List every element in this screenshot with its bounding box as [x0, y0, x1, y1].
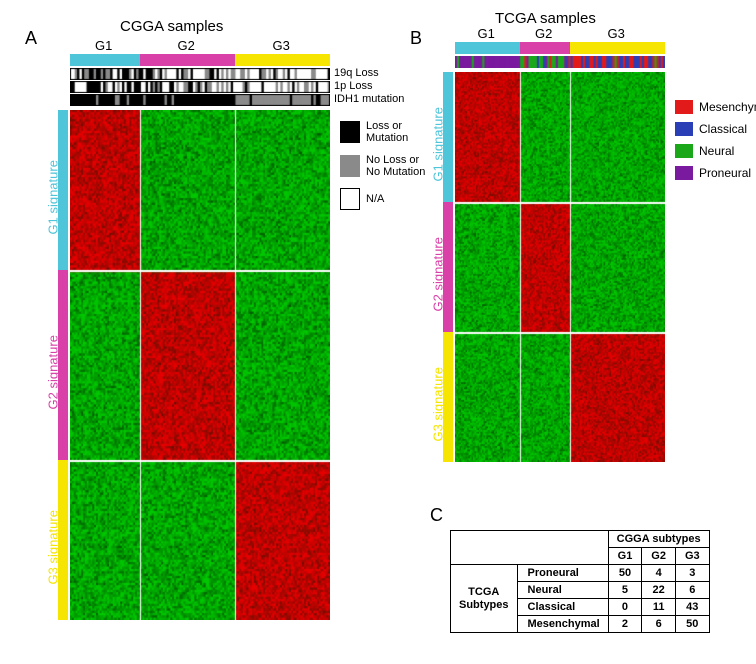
- legend-swatch: [340, 121, 360, 143]
- signature-label: G2 signature: [46, 320, 61, 410]
- table-col-label: G1: [608, 548, 642, 565]
- group-label: G1: [95, 38, 112, 53]
- panel-b-heatmap: [455, 72, 665, 462]
- legend-swatch: [675, 144, 693, 158]
- annotation-label: IDH1 mutation: [334, 93, 404, 105]
- panel-a-signature-bar: G1 signatureG2 signatureG3 signature: [58, 110, 68, 620]
- table-col-label: G3: [675, 548, 709, 565]
- table-cell: 11: [642, 599, 676, 616]
- signature-label: G1 signature: [46, 145, 61, 235]
- panel-b-subtype-legend: Mesenchymal Classical Neural Proneural: [675, 100, 756, 188]
- panel-a-title: CGGA samples: [120, 18, 223, 35]
- legend-item: Classical: [675, 122, 756, 136]
- signature-label: G3 signature: [431, 352, 446, 442]
- signature-label: G2 signature: [431, 222, 446, 312]
- annotation-row: [70, 81, 330, 93]
- panel-b-title: TCGA samples: [495, 10, 596, 27]
- table-row-group: TCGASubtypes: [451, 565, 518, 633]
- group-label: G1: [478, 26, 495, 41]
- group-label: G3: [608, 26, 625, 41]
- legend-label: Proneural: [699, 166, 751, 180]
- panel-a-annotation-legend: Loss or Mutation No Loss or No Mutation N/…: [340, 120, 426, 220]
- legend-swatch: [675, 122, 693, 136]
- group-label: G2: [535, 26, 552, 41]
- figure-container: A CGGA samples G1G2G3 19q Loss1p LossIDH…: [10, 10, 746, 654]
- group-segment: [520, 42, 570, 54]
- table-cell: 50: [608, 565, 642, 582]
- table-cell: 43: [675, 599, 709, 616]
- annotation-label: 1p Loss: [334, 80, 373, 92]
- table-row-label: Neural: [517, 582, 608, 599]
- group-segment: [140, 54, 235, 66]
- panel-c-label: C: [430, 505, 443, 526]
- legend-item: Mesenchymal: [675, 100, 756, 114]
- table-cell: 0: [608, 599, 642, 616]
- table-header-group: CGGA subtypes: [608, 531, 709, 548]
- annotation-label: 19q Loss: [334, 67, 379, 79]
- legend-label: No Loss or No Mutation: [366, 154, 426, 178]
- panel-b-label: B: [410, 28, 422, 49]
- annotation-row: [70, 94, 330, 106]
- table-cell: 2: [608, 616, 642, 633]
- group-label: G2: [178, 38, 195, 53]
- legend-swatch: [675, 100, 693, 114]
- panel-a-group-bar: G1G2G3: [70, 54, 330, 66]
- legend-label: Neural: [699, 144, 734, 158]
- table-row: TCGASubtypesProneural5043: [451, 565, 710, 582]
- table-cell: 3: [675, 565, 709, 582]
- legend-item: Neural: [675, 144, 756, 158]
- legend-item: Proneural: [675, 166, 756, 180]
- legend-swatch: [340, 155, 360, 177]
- group-segment: [70, 54, 140, 66]
- signature-label: G1 signature: [431, 92, 446, 182]
- legend-label: N/A: [366, 193, 426, 205]
- panel-b-subtype-bar: [455, 56, 665, 68]
- legend-label: Classical: [699, 122, 747, 136]
- table-row-label: Classical: [517, 599, 608, 616]
- legend-label: Loss or Mutation: [366, 120, 426, 144]
- table-col-label: G2: [642, 548, 676, 565]
- panel-b-signature-bar: G1 signatureG2 signatureG3 signature: [443, 72, 453, 462]
- group-segment: [570, 42, 665, 54]
- group-segment: [235, 54, 330, 66]
- legend-item: N/A: [340, 188, 426, 210]
- annotation-row: [70, 68, 330, 80]
- legend-item: Loss or Mutation: [340, 120, 426, 144]
- table-cell: 6: [675, 582, 709, 599]
- legend-label: Mesenchymal: [699, 100, 756, 114]
- group-label: G3: [273, 38, 290, 53]
- panel-a-label: A: [25, 28, 37, 49]
- panel-b-group-bar: G1G2G3: [455, 42, 665, 54]
- panel-a-heatmap: [70, 110, 330, 620]
- legend-swatch: [675, 166, 693, 180]
- table-cell: 5: [608, 582, 642, 599]
- legend-item: No Loss or No Mutation: [340, 154, 426, 178]
- table-row-label: Proneural: [517, 565, 608, 582]
- group-segment: [455, 42, 520, 54]
- table-cell: 50: [675, 616, 709, 633]
- table-row-label: Mesenchymal: [517, 616, 608, 633]
- panel-c-table: CGGA subtypesG1G2G3TCGASubtypesProneural…: [450, 530, 710, 633]
- table-cell: 4: [642, 565, 676, 582]
- signature-label: G3 signature: [46, 495, 61, 585]
- table-cell: 6: [642, 616, 676, 633]
- legend-swatch: [340, 188, 360, 210]
- table-cell: 22: [642, 582, 676, 599]
